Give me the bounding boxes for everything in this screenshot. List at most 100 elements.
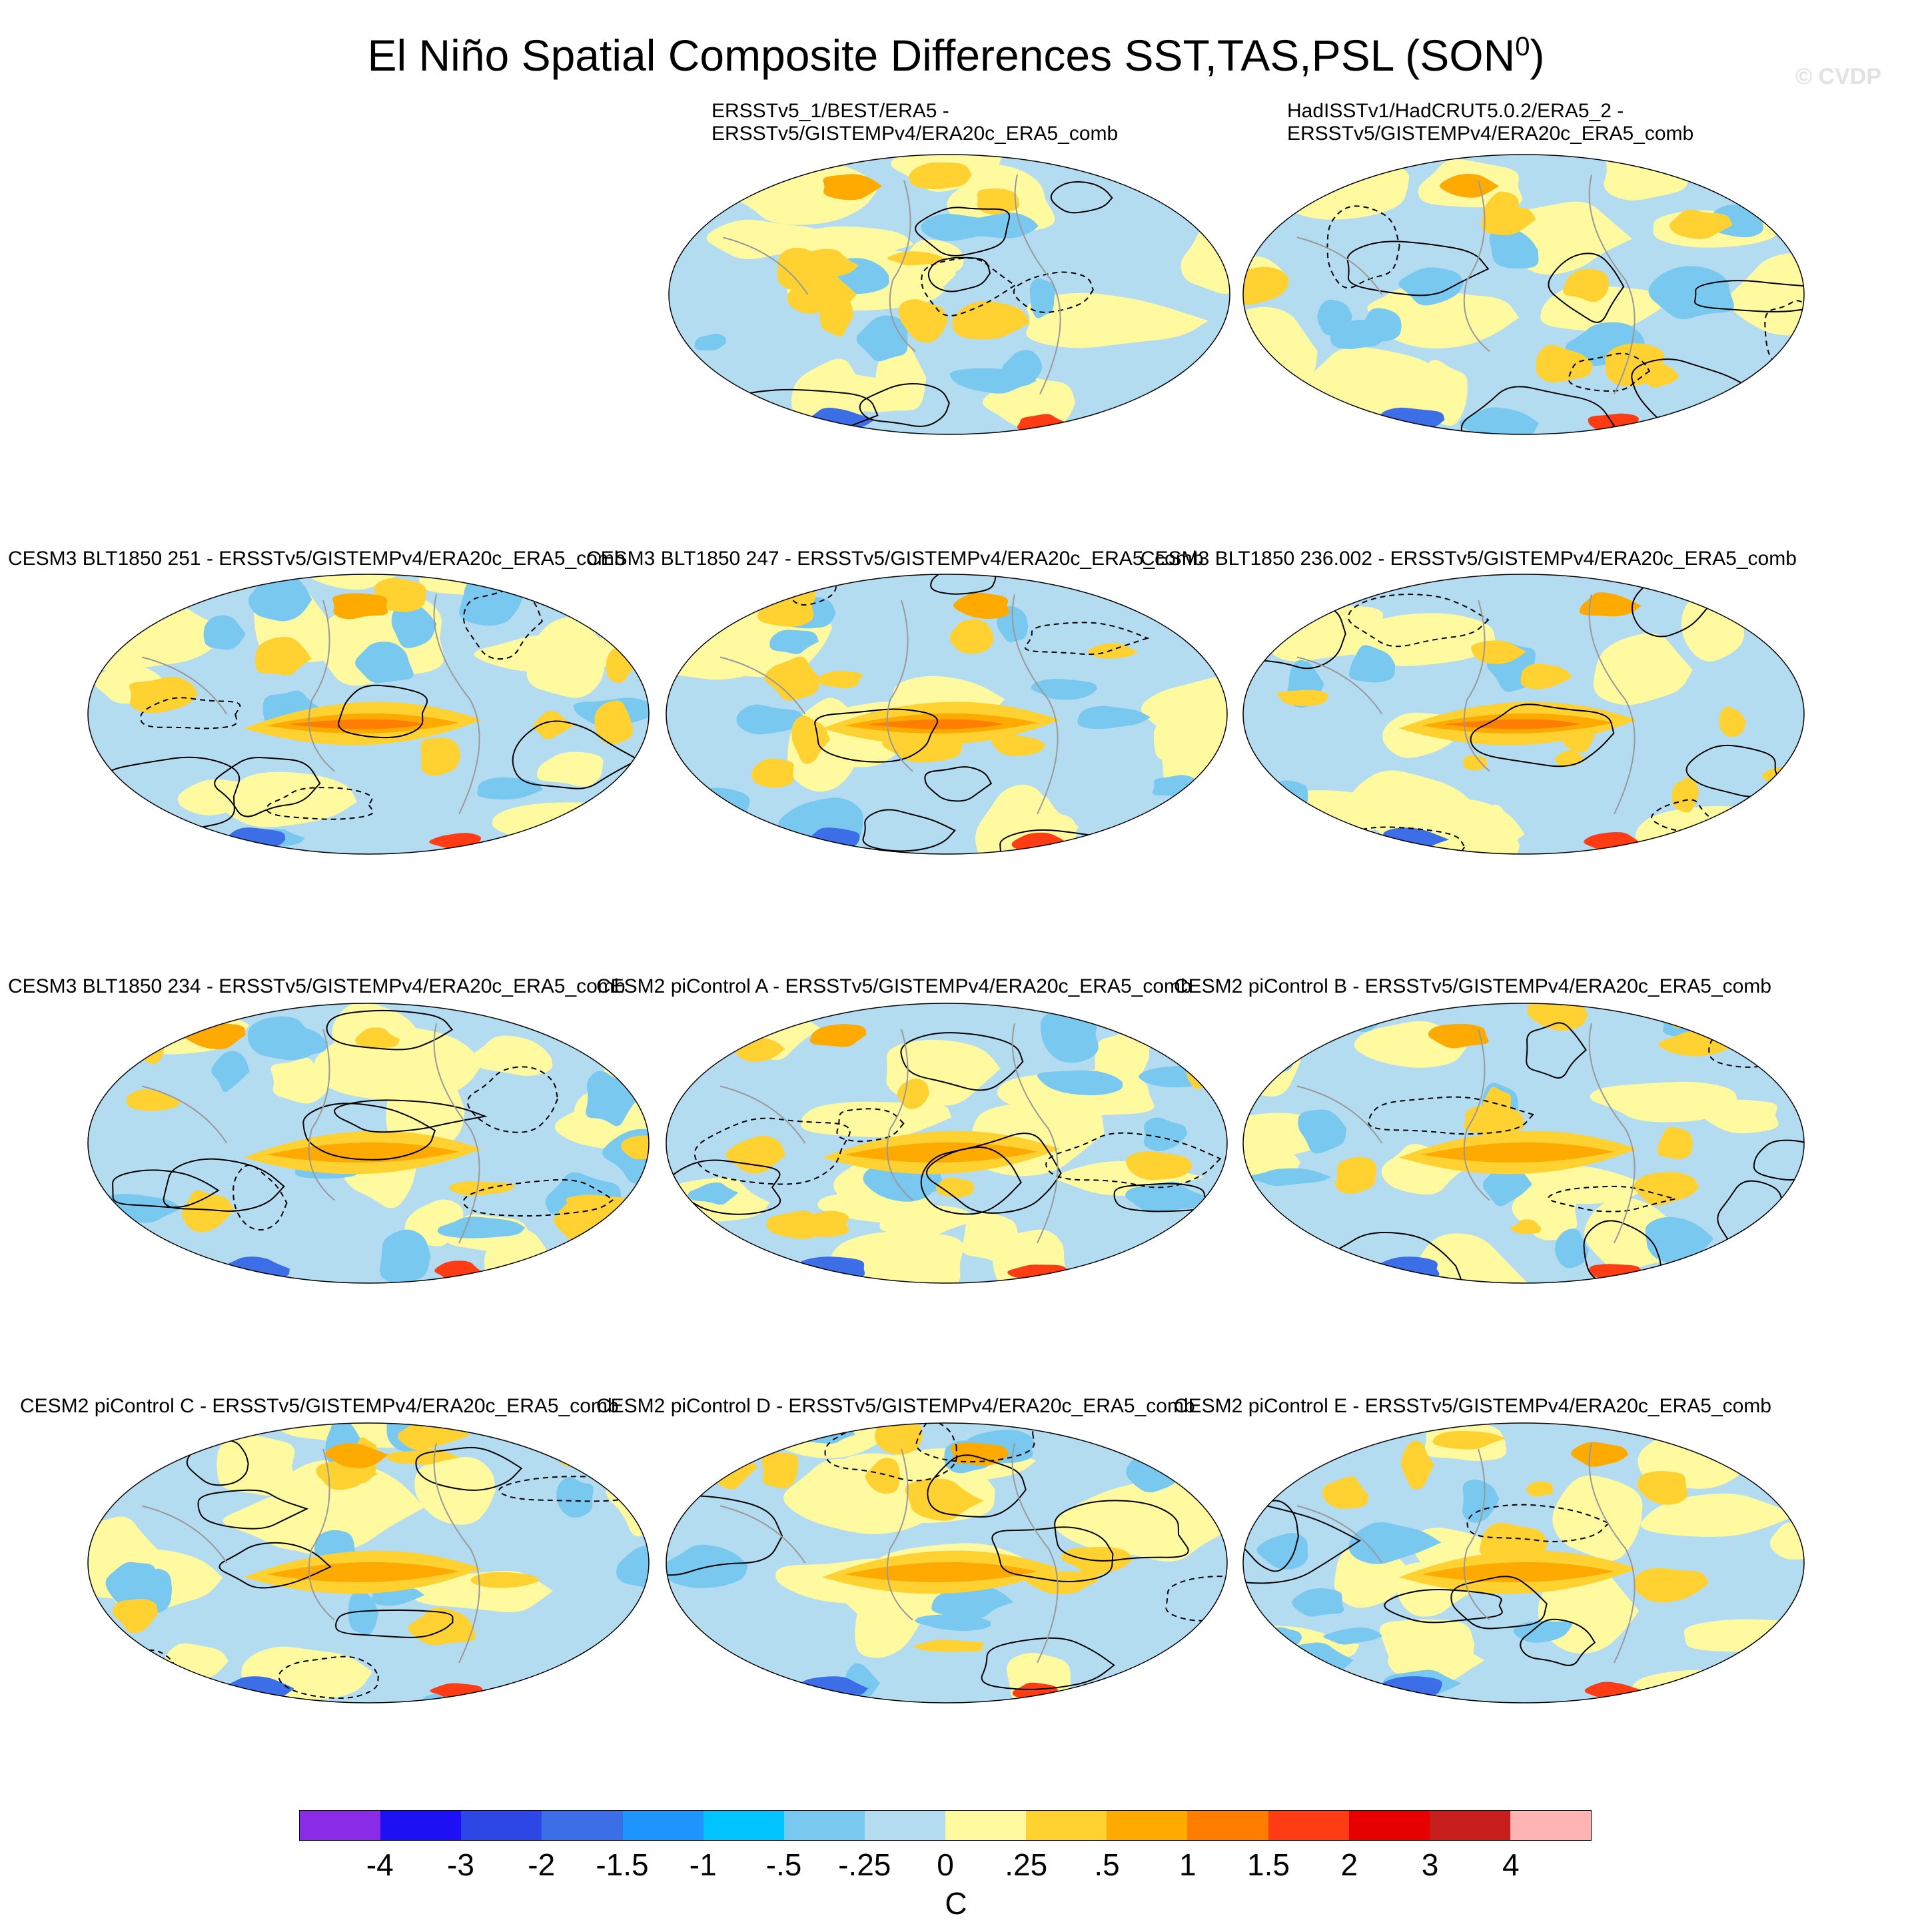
colorbar-box (1107, 1811, 1188, 1840)
anomaly-patch (936, 1177, 975, 1198)
antarctic-cold-anomaly (1378, 407, 1445, 432)
anomaly-patch (1077, 706, 1151, 729)
psl-contour (302, 1103, 436, 1161)
anomaly-patch (1292, 1588, 1344, 1617)
anomaly-patch (182, 1190, 235, 1232)
anomaly-patch (949, 619, 994, 654)
anomaly-patch (1243, 1003, 1307, 1025)
colorbar-tick-label: 4 (1502, 1847, 1520, 1882)
anomaly-patch (88, 606, 134, 644)
psl-contour (498, 1476, 643, 1502)
psl-contour (1368, 1096, 1534, 1135)
anomaly-patch (736, 704, 806, 735)
anomaly-patch (757, 584, 816, 627)
anomaly-patch (1243, 582, 1291, 626)
colorbar-box (1187, 1811, 1268, 1840)
panel-title-line: CESM3 BLT1850 251 - ERSSTv5/GISTEMPv4/ER… (8, 548, 626, 570)
anomaly-field (1243, 1003, 1804, 1283)
colorbar-box (461, 1811, 542, 1840)
anomaly-patch (1645, 1216, 1714, 1262)
colorbar-box (864, 1811, 945, 1840)
psl-contour (915, 1423, 1035, 1463)
colorbar-box (945, 1811, 1027, 1840)
anomaly-patch (666, 1544, 748, 1588)
anomaly-patch (203, 615, 246, 650)
anomaly-patch (1672, 777, 1699, 813)
psl-contour (921, 257, 1017, 316)
psl-contour (1526, 1022, 1587, 1079)
northern-warm-anomaly (823, 174, 882, 201)
anomaly-field (669, 155, 1230, 434)
anomaly-patch (616, 1545, 649, 1588)
colorbar-unit: C (945, 1886, 967, 1921)
anomaly-patch (751, 758, 794, 788)
anomaly-patch (274, 1460, 424, 1555)
anomaly-patch (816, 671, 863, 688)
northern-warm-anomaly (950, 1442, 1009, 1466)
anomaly-patch (1087, 643, 1139, 659)
coastline (719, 1443, 1059, 1664)
anomaly-patch (897, 1078, 929, 1109)
map-border (87, 1422, 650, 1703)
anomaly-patch (1463, 755, 1488, 771)
northern-warm-anomaly (1428, 1023, 1489, 1049)
psl-contour (233, 1164, 288, 1231)
psl-contour (1013, 271, 1094, 313)
anomaly-patch (694, 333, 727, 351)
anomaly-field (88, 1003, 649, 1283)
anomaly-patch (470, 1572, 540, 1588)
anomaly-patch (949, 368, 1037, 394)
anomaly-patch (1590, 1081, 1737, 1123)
world-map-svg (668, 154, 1230, 435)
anomaly-patch (247, 1016, 329, 1061)
anomaly-patch (725, 1135, 785, 1174)
psl-contour (1470, 704, 1615, 767)
psl-contour (1346, 241, 1490, 296)
psl-contour (266, 787, 374, 820)
anomaly-patch (1689, 574, 1735, 594)
anomaly-patch (915, 1614, 991, 1631)
anomaly-patch (1648, 266, 1734, 320)
anomaly-patch (1728, 252, 1804, 336)
anomaly-patch (688, 1182, 739, 1205)
anomaly-patch (1348, 645, 1396, 683)
colorbar-box (703, 1811, 784, 1840)
panel-title-line: CESM2 piControl B - ERSSTv5/GISTEMPv4/ER… (1174, 975, 1771, 997)
el-nino-tongue-peak (867, 719, 1003, 729)
world-map (664, 1001, 1230, 1286)
anomaly-patch (666, 1210, 704, 1247)
panel-title-line: ERSSTv5/GISTEMPv4/ERA20c_ERA5_comb (1287, 123, 1694, 145)
anomaly-patch (420, 737, 461, 776)
colorbar-tick-label: -.25 (838, 1847, 891, 1882)
anomaly-patch (470, 1035, 553, 1076)
anomaly-patch (952, 300, 1031, 340)
anomaly-field (1243, 574, 1804, 854)
anomaly-patch (761, 1452, 799, 1489)
coastline (141, 1443, 480, 1664)
anomaly-patch (1526, 1481, 1554, 1497)
anomaly-patch (1776, 832, 1804, 854)
psl-contour (415, 1446, 523, 1491)
anomaly-patch (1482, 1087, 1512, 1125)
anomaly-patch (1754, 596, 1804, 640)
anomaly-patch (977, 188, 1020, 215)
anomaly-patch (1268, 393, 1330, 434)
anomaly-patch (1432, 1430, 1506, 1450)
el-nino-tongue-peak (289, 719, 425, 729)
world-map (85, 572, 652, 857)
el-nino-tongue-core (1422, 1142, 1614, 1163)
anomaly-patch (1317, 299, 1353, 336)
anomaly-patch (1406, 1233, 1530, 1283)
panel-title-line: HadISSTv1/HadCRUT5.0.2/ERA5_2 - (1287, 100, 1624, 122)
anomaly-patch (1459, 407, 1539, 434)
anomaly-patch (1769, 1452, 1803, 1470)
anomaly-patch (355, 642, 414, 684)
coastline (1296, 1443, 1636, 1664)
anomaly-patch (621, 1135, 649, 1160)
psl-contour (1568, 352, 1651, 392)
el-nino-tongue-peak (1444, 719, 1580, 729)
anomaly-patch (1167, 155, 1204, 190)
psl-contour (915, 207, 1011, 256)
world-map (1240, 1001, 1807, 1286)
colorbar-tick-label: -1.5 (596, 1847, 649, 1882)
